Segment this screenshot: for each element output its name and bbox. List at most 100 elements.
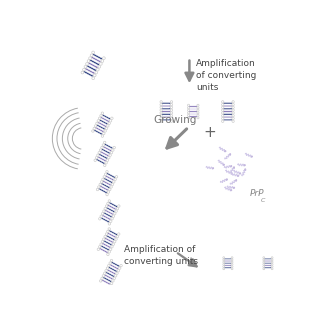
Polygon shape: [224, 260, 232, 262]
Circle shape: [115, 238, 117, 240]
Circle shape: [106, 159, 109, 162]
Polygon shape: [105, 175, 115, 180]
Circle shape: [221, 103, 224, 106]
Circle shape: [97, 154, 99, 156]
Circle shape: [108, 156, 110, 159]
Circle shape: [108, 228, 110, 230]
Circle shape: [109, 248, 112, 251]
Circle shape: [108, 251, 110, 253]
Polygon shape: [101, 242, 111, 248]
Circle shape: [104, 130, 106, 132]
Circle shape: [99, 218, 101, 220]
Circle shape: [92, 77, 94, 80]
Circle shape: [107, 125, 109, 127]
Circle shape: [112, 280, 114, 282]
Circle shape: [95, 156, 98, 159]
Polygon shape: [264, 260, 272, 262]
Circle shape: [263, 263, 265, 265]
Circle shape: [271, 263, 273, 265]
Circle shape: [104, 236, 106, 238]
Polygon shape: [101, 279, 111, 285]
Circle shape: [197, 107, 199, 109]
Circle shape: [92, 130, 94, 132]
Circle shape: [100, 181, 103, 183]
Polygon shape: [264, 262, 272, 264]
Circle shape: [116, 272, 118, 275]
Circle shape: [271, 259, 273, 261]
Polygon shape: [96, 124, 106, 130]
Circle shape: [102, 57, 105, 60]
Circle shape: [197, 104, 199, 106]
Circle shape: [114, 178, 116, 180]
Polygon shape: [161, 116, 172, 118]
Circle shape: [114, 240, 116, 243]
Circle shape: [101, 146, 103, 149]
Circle shape: [229, 154, 231, 155]
Polygon shape: [83, 70, 94, 77]
Polygon shape: [97, 156, 107, 162]
Polygon shape: [97, 122, 107, 127]
Circle shape: [95, 71, 98, 74]
Circle shape: [170, 109, 173, 111]
Circle shape: [271, 266, 273, 268]
Circle shape: [113, 181, 115, 183]
Circle shape: [263, 259, 265, 261]
Polygon shape: [188, 108, 198, 110]
Polygon shape: [103, 177, 113, 183]
Circle shape: [221, 106, 224, 108]
Circle shape: [223, 261, 225, 263]
Circle shape: [188, 107, 189, 109]
Circle shape: [263, 266, 265, 268]
Circle shape: [108, 223, 111, 225]
Circle shape: [93, 127, 95, 130]
Circle shape: [105, 233, 108, 235]
Circle shape: [106, 171, 108, 173]
Circle shape: [197, 112, 199, 114]
Circle shape: [232, 103, 234, 106]
Circle shape: [107, 191, 110, 193]
Circle shape: [223, 164, 225, 165]
Circle shape: [223, 266, 225, 268]
Circle shape: [238, 175, 239, 176]
Circle shape: [221, 101, 224, 103]
Text: Growing: Growing: [153, 115, 196, 124]
Polygon shape: [95, 126, 104, 132]
Circle shape: [104, 272, 106, 275]
Circle shape: [188, 109, 189, 111]
Circle shape: [104, 164, 106, 166]
Circle shape: [118, 267, 121, 269]
Circle shape: [112, 149, 114, 151]
Polygon shape: [100, 151, 109, 156]
Circle shape: [170, 106, 173, 108]
Polygon shape: [161, 105, 172, 107]
Text: +: +: [204, 125, 217, 140]
Circle shape: [108, 188, 111, 191]
Circle shape: [232, 117, 234, 120]
Circle shape: [94, 159, 96, 162]
Polygon shape: [100, 116, 110, 122]
Polygon shape: [108, 229, 118, 235]
Circle shape: [86, 63, 88, 65]
Polygon shape: [99, 247, 108, 253]
Circle shape: [170, 117, 173, 120]
Polygon shape: [98, 153, 108, 159]
Polygon shape: [264, 258, 272, 260]
Circle shape: [233, 167, 235, 168]
Circle shape: [231, 257, 233, 259]
Circle shape: [103, 238, 105, 240]
Circle shape: [234, 187, 235, 188]
Circle shape: [170, 120, 173, 123]
Circle shape: [94, 125, 97, 127]
Circle shape: [112, 215, 115, 217]
Circle shape: [102, 275, 105, 277]
Polygon shape: [264, 267, 272, 268]
Polygon shape: [89, 59, 100, 65]
Circle shape: [263, 257, 265, 259]
Circle shape: [110, 186, 112, 188]
Circle shape: [101, 241, 104, 243]
Circle shape: [111, 218, 113, 220]
Circle shape: [231, 268, 233, 270]
Circle shape: [188, 114, 189, 116]
Circle shape: [221, 109, 224, 111]
Text: Amplification
of converting
units: Amplification of converting units: [196, 59, 257, 92]
